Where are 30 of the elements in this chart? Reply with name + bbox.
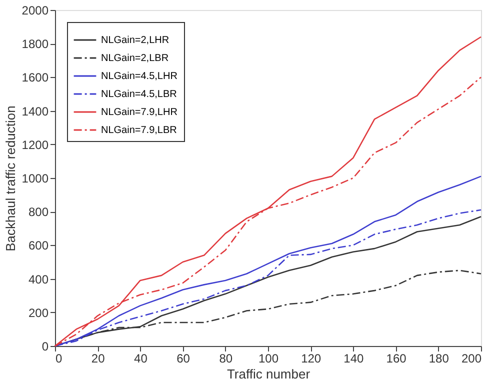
legend-label: NLGain=7.9,LHR <box>101 107 178 118</box>
x-tick-label: 120 <box>301 352 322 366</box>
legend-label: NLGain=4.5,LBR <box>101 89 177 100</box>
y-tick-label: 1000 <box>22 172 49 186</box>
y-tick-label: 200 <box>28 306 49 320</box>
y-tick-label: 2000 <box>22 4 49 18</box>
legend-label: NLGain=2,LHR <box>101 35 170 46</box>
x-tick-label: 100 <box>258 352 279 366</box>
y-tick-label: 400 <box>28 272 49 286</box>
y-tick-label: 600 <box>28 238 49 253</box>
x-tick-label: 140 <box>344 352 364 366</box>
x-tick-label: 20 <box>91 352 106 366</box>
x-tick-label: 180 <box>428 352 450 366</box>
legend-label: NLGain=7.9,LBR <box>101 125 177 136</box>
y-tick-label: 1400 <box>22 104 49 118</box>
y-tick-label: 1200 <box>22 138 49 152</box>
x-tick-label: 0 <box>56 352 62 366</box>
x-tick-label: 60 <box>176 352 190 366</box>
x-tick-label: 200 <box>461 352 482 366</box>
y-tick-label: 0 <box>42 340 49 354</box>
y-tick-label: 1800 <box>22 37 49 52</box>
y-axis-title: Backhaul traffic reduction <box>2 106 18 252</box>
legend-label: NLGain=2,LBR <box>101 53 169 64</box>
legend-label: NLGain=4.5,LHR <box>101 71 178 82</box>
x-tick-label: 40 <box>134 352 148 366</box>
y-tick-label: 1600 <box>22 70 49 85</box>
x-tick-label: 160 <box>386 352 407 366</box>
x-tick-label: 80 <box>219 352 233 366</box>
y-tick-label: 800 <box>28 205 49 220</box>
x-axis-title: Traffic number <box>226 366 311 382</box>
